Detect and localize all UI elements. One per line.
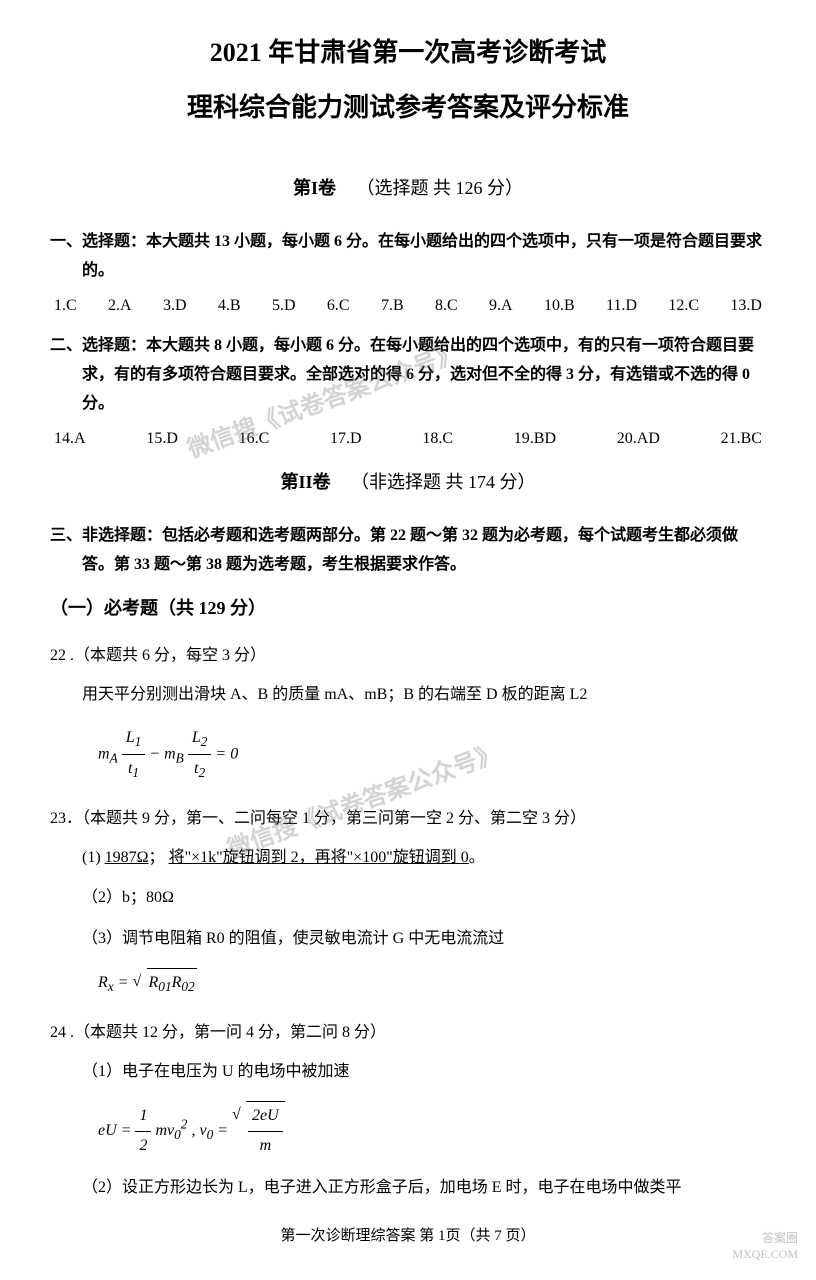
q22-body: 用天平分别测出滑块 A、B 的质量 mA、mB；B 的右端至 D 板的距离 L2 [50, 681, 766, 710]
answer-item: 13.D [730, 292, 762, 321]
volume1-description: （选择题 共 126 分） [357, 178, 524, 198]
question-23: 23．（本题共 9 分，第一、二问每空 1 分，第三问第一空 2 分、第二空 3… [50, 805, 766, 999]
required-header: （一）必考题（共 129 分） [50, 592, 766, 624]
q23-item2: （2）b；80Ω [50, 884, 766, 913]
answer-item: 8.C [435, 292, 458, 321]
page-footer: 第一次诊断理综答案 第 1页（共 7 页） [50, 1223, 766, 1250]
answer-item: 12.C [668, 292, 699, 321]
answer-item: 19.BD [514, 425, 556, 454]
q24-item1: （1）电子在电压为 U 的电场中被加速 [50, 1058, 766, 1087]
answer-item: 5.D [272, 292, 296, 321]
q24-formula: eU = 12 mv02 , v0 = 2eUm [50, 1101, 766, 1161]
answer-item: 2.A [108, 292, 132, 321]
q24-item2: （2）设正方形边长为 L，电子进入正方形盒子后，加电场 E 时，电子在电场中做类… [50, 1174, 766, 1203]
answer-item: 16.C [239, 425, 270, 454]
question-24: 24 .（本题共 12 分，第一问 4 分，第二问 8 分） （1）电子在电压为… [50, 1019, 766, 1203]
volume2-header: 第II卷 （非选择题 共 174 分） [50, 466, 766, 498]
volume2-description: （非选择题 共 174 分） [351, 472, 536, 492]
question-22: 22 .（本题共 6 分，每空 3 分） 用天平分别测出滑块 A、B 的质量 m… [50, 642, 766, 785]
page-subtitle: 理科综合能力测试参考答案及评分标准 [50, 85, 766, 132]
answer-item: 17.D [330, 425, 362, 454]
answer-item: 3.D [163, 292, 187, 321]
volume1-header: 第I卷 （选择题 共 126 分） [50, 172, 766, 204]
volume2-label: 第II卷 [280, 472, 330, 492]
answer-item: 1.C [54, 292, 77, 321]
q23-item1: (1) 1987Ω； 将"×1k"旋钮调到 2，再将"×100"旋钮调到 0。 [50, 844, 766, 873]
answer-item: 20.AD [617, 425, 660, 454]
section3-header: 三、非选择题：包括必考题和选考题两部分。第 22 题～第 32 题为必考题，每个… [50, 522, 766, 580]
answer-item: 18.C [422, 425, 453, 454]
q23-item3: （3）调节电阻箱 R0 的阻值，使灵敏电流计 G 中无电流流过 [50, 925, 766, 954]
q24-title: 24 .（本题共 12 分，第一问 4 分，第二问 8 分） [50, 1019, 766, 1048]
section2-answers: 14.A 15.D 16.C 17.D 18.C 19.BD 20.AD 21.… [50, 425, 766, 454]
answer-item: 15.D [146, 425, 178, 454]
volume1-label: 第I卷 [293, 178, 336, 198]
page-title: 2021 年甘肃省第一次高考诊断考试 [50, 30, 766, 77]
section1-header: 一、选择题：本大题共 13 小题，每小题 6 分。在每小题给出的四个选项中，只有… [50, 228, 766, 286]
answer-item: 7.B [381, 292, 404, 321]
section2-header: 二、选择题：本大题共 8 小题，每小题 6 分。在每小题给出的四个选项中，有的只… [50, 332, 766, 418]
answer-item: 4.B [218, 292, 241, 321]
answer-item: 6.C [327, 292, 350, 321]
answer-item: 9.A [489, 292, 513, 321]
q23-formula: Rx = R01R02 [50, 968, 766, 999]
answer-item: 14.A [54, 425, 86, 454]
answer-item: 11.D [606, 292, 637, 321]
section1-answers: 1.C 2.A 3.D 4.B 5.D 6.C 7.B 8.C 9.A 10.B… [50, 292, 766, 321]
q22-title: 22 .（本题共 6 分，每空 3 分） [50, 642, 766, 671]
corner-watermark: 答案圈 MXQE.COM [732, 1231, 798, 1262]
answer-item: 10.B [544, 292, 575, 321]
q22-formula: mA L1t1 − mB L2t2 = 0 [50, 724, 766, 785]
answer-item: 21.BC [721, 425, 762, 454]
q23-title: 23．（本题共 9 分，第一、二问每空 1 分，第三问第一空 2 分、第二空 3… [50, 805, 766, 834]
